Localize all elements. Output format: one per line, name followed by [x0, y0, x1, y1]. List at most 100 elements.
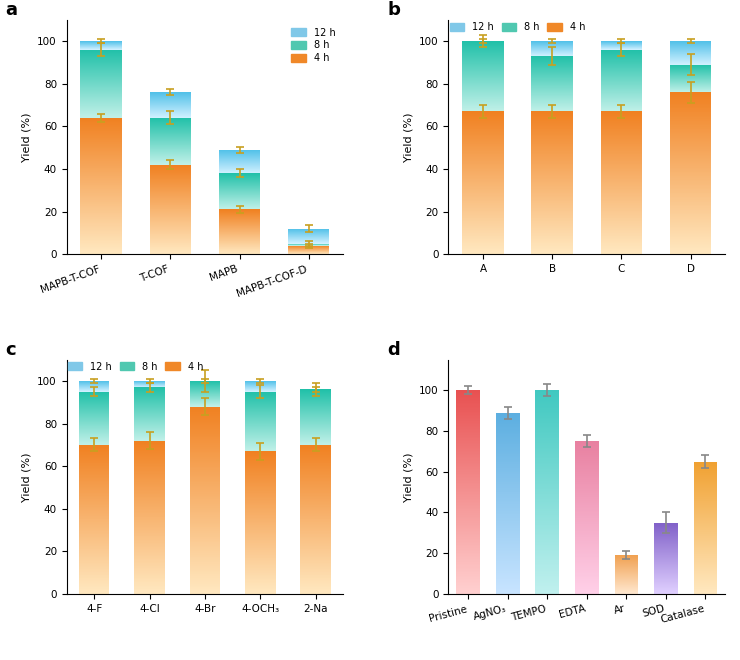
Bar — [496, 443, 519, 444]
Bar — [531, 154, 573, 155]
Bar — [462, 192, 504, 193]
Bar — [531, 194, 573, 195]
Bar — [189, 459, 221, 460]
Bar — [536, 510, 559, 512]
Bar — [81, 122, 122, 123]
Bar — [693, 511, 717, 512]
Bar — [536, 437, 559, 438]
Bar — [575, 492, 599, 493]
Bar — [245, 479, 275, 480]
Bar — [462, 175, 504, 176]
Bar — [300, 535, 331, 536]
Bar — [300, 517, 331, 518]
Bar — [135, 442, 165, 443]
Bar — [457, 449, 480, 450]
Bar — [189, 545, 221, 546]
Bar — [300, 452, 331, 453]
Bar — [300, 518, 331, 519]
Bar — [462, 193, 504, 194]
Bar — [575, 455, 599, 457]
Bar — [79, 501, 110, 502]
Bar — [601, 230, 642, 231]
Bar — [462, 183, 504, 184]
Bar — [189, 579, 221, 580]
Bar — [457, 454, 480, 455]
Bar — [670, 136, 711, 137]
Bar — [79, 494, 110, 495]
Bar — [189, 574, 221, 576]
Bar — [601, 245, 642, 246]
Bar — [135, 528, 165, 529]
Bar — [245, 471, 275, 472]
Bar — [245, 532, 275, 533]
Bar — [496, 510, 519, 511]
Bar — [601, 125, 642, 127]
Bar — [496, 543, 519, 544]
Bar — [670, 226, 711, 228]
Bar — [496, 436, 519, 437]
Bar — [79, 453, 110, 454]
Bar — [457, 577, 480, 578]
Bar — [536, 535, 559, 536]
Bar — [531, 205, 573, 206]
Bar — [245, 465, 275, 466]
Bar — [457, 416, 480, 418]
Bar — [536, 443, 559, 444]
Bar — [575, 491, 599, 492]
Bar — [670, 111, 711, 112]
Bar — [693, 498, 717, 499]
Bar — [496, 514, 519, 515]
Bar — [496, 528, 519, 529]
Bar — [693, 573, 717, 574]
Bar — [245, 571, 275, 572]
Bar — [462, 228, 504, 229]
Bar — [693, 516, 717, 517]
Bar — [693, 593, 717, 594]
Bar — [601, 113, 642, 114]
Bar — [536, 407, 559, 409]
Bar — [189, 525, 221, 527]
Bar — [536, 502, 559, 504]
Bar — [81, 232, 122, 233]
Bar — [670, 170, 711, 171]
Bar — [462, 117, 504, 118]
Bar — [536, 590, 559, 591]
Bar — [457, 397, 480, 399]
Bar — [536, 523, 559, 525]
Bar — [693, 541, 717, 542]
Bar — [135, 524, 165, 525]
Bar — [531, 226, 573, 227]
Bar — [300, 467, 331, 468]
Bar — [693, 544, 717, 545]
Bar — [81, 119, 122, 120]
Bar — [575, 541, 599, 542]
Bar — [457, 481, 480, 482]
Bar — [536, 444, 559, 446]
Bar — [496, 480, 519, 482]
Bar — [601, 242, 642, 243]
Bar — [536, 487, 559, 488]
Bar — [462, 135, 504, 136]
Bar — [462, 131, 504, 132]
Bar — [496, 499, 519, 500]
Bar — [496, 593, 519, 594]
Bar — [531, 221, 573, 222]
Bar — [496, 457, 519, 458]
Bar — [575, 532, 599, 533]
Bar — [536, 568, 559, 570]
Bar — [135, 552, 165, 553]
Bar — [575, 510, 599, 511]
Bar — [670, 139, 711, 140]
Bar — [693, 523, 717, 524]
Bar — [245, 589, 275, 590]
Bar — [457, 396, 480, 397]
Bar — [462, 243, 504, 244]
Bar — [670, 204, 711, 205]
Bar — [601, 145, 642, 146]
Bar — [135, 556, 165, 557]
Bar — [536, 441, 559, 442]
Bar — [245, 592, 275, 593]
Bar — [81, 216, 122, 217]
Bar — [693, 472, 717, 473]
Bar — [536, 446, 559, 447]
